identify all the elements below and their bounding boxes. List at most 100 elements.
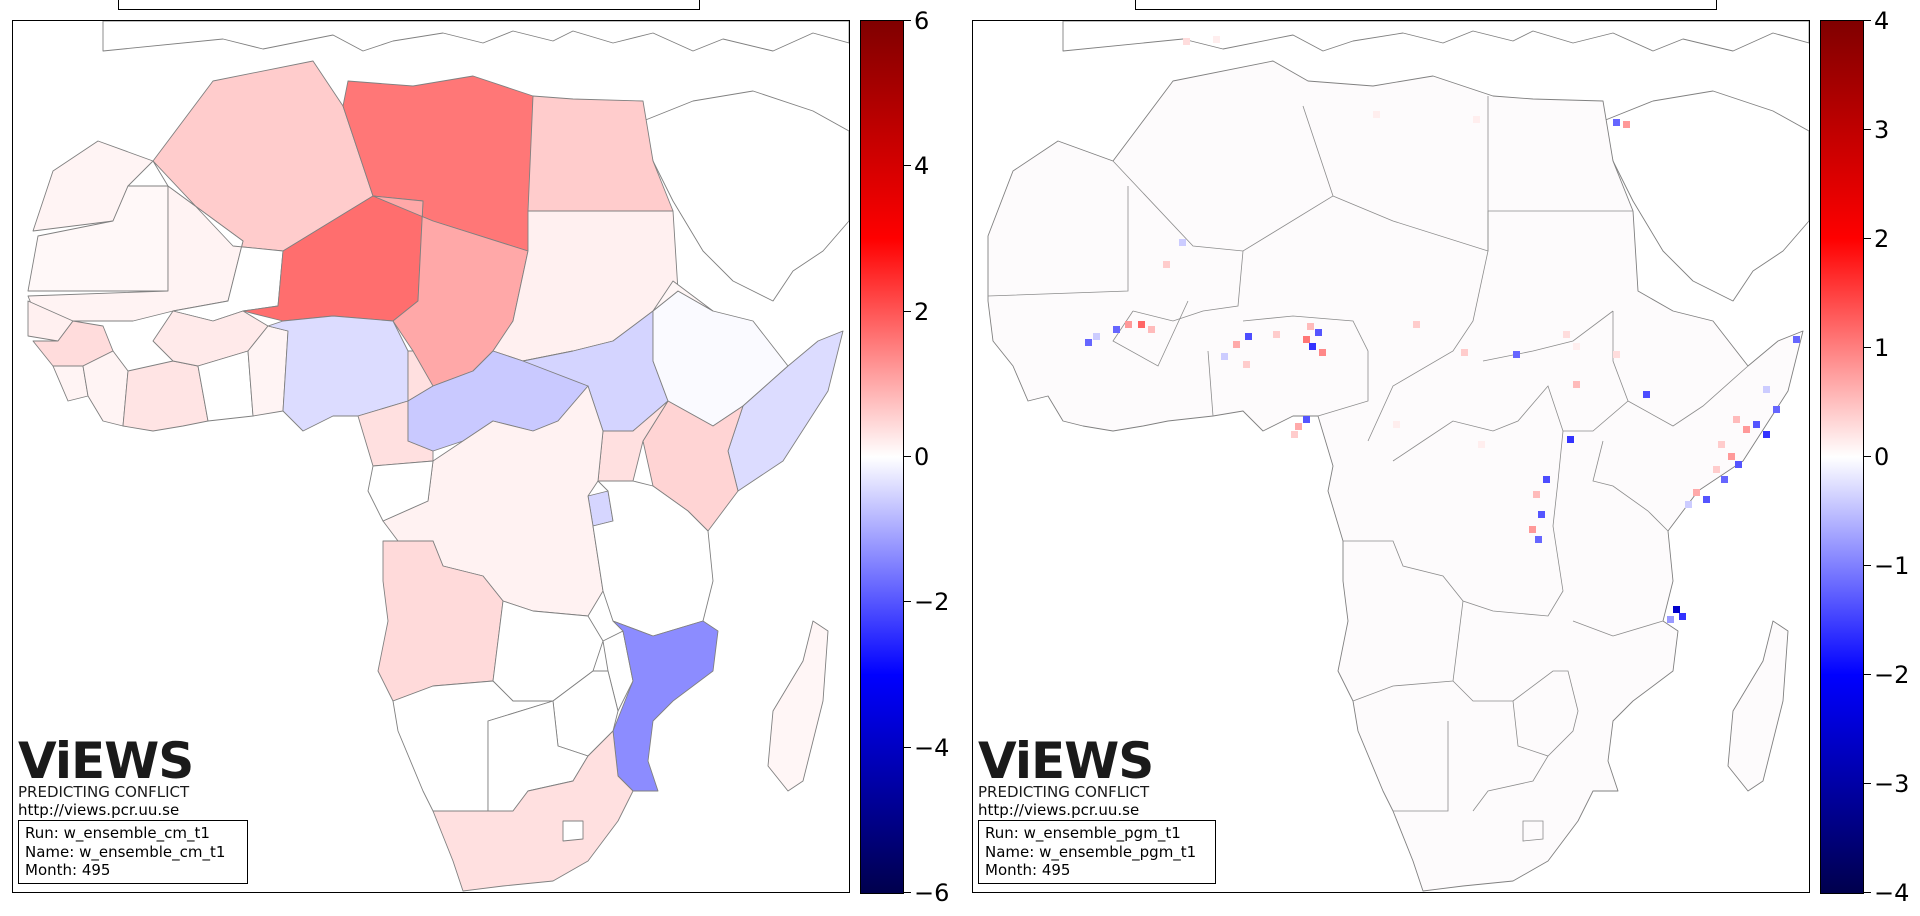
land-middle-east bbox=[1602, 90, 1809, 302]
grid-cell bbox=[1718, 441, 1725, 448]
country-sierra-leone bbox=[52, 365, 89, 402]
map-panel-pgm[interactable] bbox=[972, 20, 1810, 893]
run-text: Run: w_ensemble_cm_t1 bbox=[25, 824, 210, 842]
grid-cell bbox=[1245, 333, 1252, 340]
colorbar-tick bbox=[904, 746, 911, 748]
africa-outline bbox=[987, 60, 1804, 892]
map-cm-svg bbox=[27, 21, 849, 892]
grid-cell bbox=[1753, 421, 1760, 428]
grid-cell bbox=[1735, 461, 1742, 468]
colorbar-tick bbox=[1864, 565, 1871, 566]
country-madagascar bbox=[767, 620, 829, 792]
name-text: Name: w_ensemble_pgm_t1 bbox=[985, 842, 1197, 861]
country-egypt bbox=[527, 95, 674, 212]
colorbar-tick bbox=[1864, 129, 1871, 130]
grid-cell bbox=[1291, 431, 1298, 438]
grid-cell bbox=[1543, 476, 1550, 483]
grid-cell bbox=[1273, 331, 1280, 338]
grid-cell bbox=[1113, 326, 1120, 333]
grid-cell bbox=[1793, 336, 1800, 343]
title-box-left bbox=[118, 0, 700, 10]
country-borders-pgm bbox=[987, 96, 1749, 842]
grid-cell bbox=[1319, 349, 1326, 356]
grid-cell bbox=[1763, 431, 1770, 438]
country-madagascar bbox=[1727, 620, 1789, 792]
grid-cell bbox=[1461, 349, 1468, 356]
logo-wordmark: ViEWS bbox=[18, 732, 194, 790]
colorbar-tick-label: −6 bbox=[914, 879, 950, 907]
grid-cell bbox=[1473, 116, 1480, 123]
grid-cell bbox=[1743, 426, 1750, 433]
grid-cell bbox=[1309, 343, 1316, 350]
grid-cell bbox=[1295, 423, 1302, 430]
colorbar-tick bbox=[1864, 20, 1871, 21]
colorbar-tick-label: 4 bbox=[1874, 7, 1890, 35]
colorbar-tick-label: 0 bbox=[1874, 443, 1890, 471]
grid-cell bbox=[1773, 406, 1780, 413]
map-panel-cm[interactable] bbox=[12, 20, 850, 893]
country-malawi bbox=[602, 630, 634, 712]
grid-cell bbox=[1567, 436, 1574, 443]
colorbar-tick bbox=[904, 310, 911, 312]
grid-cell bbox=[1221, 353, 1228, 360]
colorbar-tick bbox=[1864, 347, 1871, 348]
country-cote-divoire bbox=[122, 360, 209, 432]
colorbar-tick-label: −2 bbox=[914, 588, 950, 617]
logo-url[interactable]: http://views.pcr.uu.se bbox=[978, 801, 1140, 819]
grid-cell bbox=[1529, 526, 1536, 533]
grid-cell bbox=[1315, 329, 1322, 336]
logo-tagline: PREDICTING CONFLICT bbox=[18, 783, 190, 801]
colorbar-tick bbox=[1864, 674, 1871, 675]
colorbar-tick-label: 3 bbox=[1874, 116, 1890, 144]
colorbar-tick bbox=[904, 165, 911, 167]
colorbar-tick bbox=[904, 601, 911, 603]
grid-cell bbox=[1623, 121, 1630, 128]
land-middle-east bbox=[642, 90, 849, 302]
colorbar-tick bbox=[1864, 456, 1871, 457]
grid-cell bbox=[1721, 476, 1728, 483]
country-congo-gabon bbox=[367, 460, 434, 522]
country-lesotho bbox=[562, 820, 584, 842]
grid-cell bbox=[1563, 331, 1570, 338]
month-text: Month: 495 bbox=[985, 861, 1071, 879]
colorbar-tick-label: −4 bbox=[1874, 879, 1910, 907]
colorbar-tick-label: 0 bbox=[914, 443, 930, 471]
grid-cell bbox=[1233, 341, 1240, 348]
logo-wordmark: ViEWS bbox=[978, 732, 1154, 790]
grid-cell bbox=[1303, 336, 1310, 343]
colorbar-tick-label: 2 bbox=[1874, 225, 1890, 253]
grid-cell bbox=[1573, 381, 1580, 388]
grid-cell bbox=[1373, 111, 1380, 118]
grid-cell bbox=[1613, 351, 1620, 358]
grid-cell bbox=[1763, 386, 1770, 393]
grid-cell bbox=[1573, 343, 1580, 350]
grid-cell bbox=[1613, 119, 1620, 126]
run-info-box-cm: Run: w_ensemble_cm_t1 Name: w_ensemble_c… bbox=[18, 820, 248, 884]
colorbar-tick-label: −1 bbox=[1874, 552, 1910, 580]
colorbar-tick-label: 1 bbox=[1874, 334, 1890, 362]
land-europe bbox=[1062, 21, 1809, 52]
grid-cell bbox=[1307, 323, 1314, 330]
grid-cell bbox=[1125, 321, 1132, 328]
grid-cell bbox=[1533, 491, 1540, 498]
colorbar-tick bbox=[1864, 783, 1871, 784]
colorbar-tick bbox=[1864, 238, 1871, 239]
colorbar-tick-label: 2 bbox=[914, 297, 930, 326]
run-text: Run: w_ensemble_pgm_t1 bbox=[985, 824, 1181, 842]
grid-cell bbox=[1478, 441, 1485, 448]
logo-url[interactable]: http://views.pcr.uu.se bbox=[18, 801, 180, 819]
grid-cell bbox=[1138, 321, 1145, 328]
grid-cell bbox=[1513, 351, 1520, 358]
colorbar-tick-label: 4 bbox=[914, 152, 930, 181]
grid-cell bbox=[1538, 511, 1545, 518]
grid-cell bbox=[1693, 489, 1700, 496]
colorbar-tick bbox=[904, 456, 911, 457]
grid-cell bbox=[1685, 501, 1692, 508]
grid-cell bbox=[1393, 421, 1400, 428]
colorbar-tick-label: −3 bbox=[1874, 770, 1910, 798]
colorbar-cm bbox=[860, 20, 904, 894]
grid-cell bbox=[1703, 496, 1710, 503]
country-eritrea bbox=[652, 280, 714, 312]
map-pgm-svg bbox=[987, 21, 1809, 892]
grid-cell bbox=[1413, 321, 1420, 328]
